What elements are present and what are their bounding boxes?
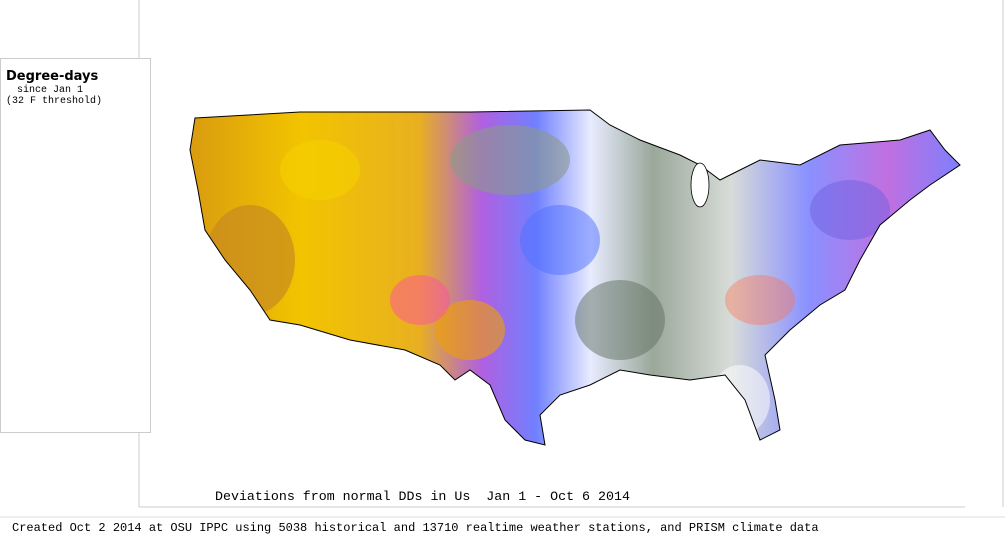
us-map: [190, 110, 960, 445]
lake-michigan: [690, 162, 710, 208]
footer-credit: Created Oct 2 2014 at OSU IPPC using 503…: [12, 521, 819, 535]
legend-box: [0, 58, 151, 433]
map-caption: Deviations from normal DDs in Us Jan 1 -…: [215, 489, 630, 504]
legend-subtitle: since Jan 1: [17, 84, 83, 96]
legend-title: Degree-days: [6, 69, 99, 84]
legend-threshold: (32 F threshold): [6, 95, 102, 107]
us-outline: [189, 109, 961, 446]
